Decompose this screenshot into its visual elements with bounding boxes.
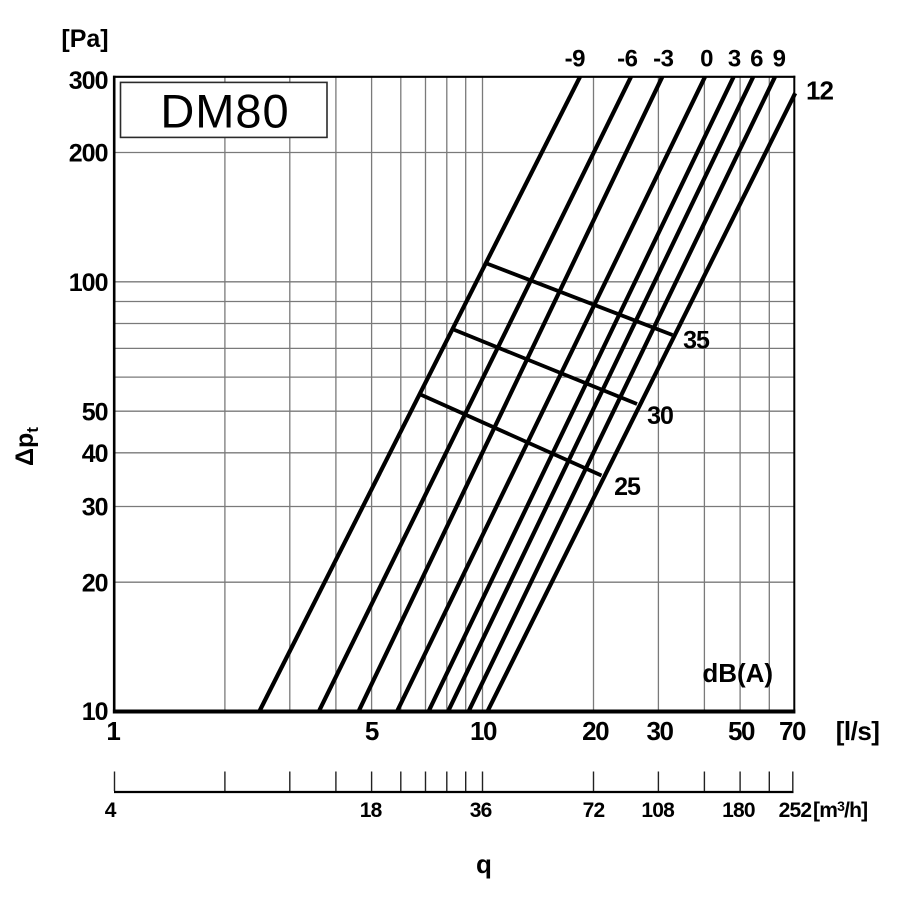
svg-text:12: 12 xyxy=(806,76,833,106)
svg-text:q: q xyxy=(476,849,492,879)
svg-text:0: 0 xyxy=(700,45,713,72)
svg-text:Δpt: Δpt xyxy=(11,427,42,466)
svg-text:9: 9 xyxy=(773,45,786,72)
svg-text:50: 50 xyxy=(82,398,108,426)
svg-text:252: 252 xyxy=(779,799,812,822)
svg-text:25: 25 xyxy=(614,473,641,501)
svg-text:20: 20 xyxy=(82,569,108,597)
svg-text:35: 35 xyxy=(683,327,710,355)
svg-text:180: 180 xyxy=(722,799,755,822)
svg-text:20: 20 xyxy=(582,716,609,746)
svg-text:1: 1 xyxy=(106,716,120,746)
svg-text:10: 10 xyxy=(82,698,108,726)
svg-text:18: 18 xyxy=(360,799,383,822)
svg-text:6: 6 xyxy=(750,45,763,72)
svg-text:-6: -6 xyxy=(617,45,637,72)
svg-text:72: 72 xyxy=(583,799,605,822)
svg-text:300: 300 xyxy=(69,67,108,95)
svg-text:70: 70 xyxy=(779,716,806,746)
svg-text:-3: -3 xyxy=(653,45,673,72)
svg-text:5: 5 xyxy=(365,716,379,746)
svg-text:10: 10 xyxy=(470,716,497,746)
svg-text:50: 50 xyxy=(728,716,755,746)
svg-text:100: 100 xyxy=(69,269,108,297)
svg-text:dB(A): dB(A) xyxy=(702,658,773,688)
svg-text:3: 3 xyxy=(728,45,741,72)
svg-text:30: 30 xyxy=(647,402,673,430)
svg-text:DM80: DM80 xyxy=(160,85,289,138)
svg-text:200: 200 xyxy=(69,140,108,168)
svg-text:36: 36 xyxy=(470,799,492,822)
svg-text:[l/s]: [l/s] xyxy=(836,716,880,746)
svg-text:[Pa]: [Pa] xyxy=(61,25,108,53)
svg-text:4: 4 xyxy=(105,799,117,822)
svg-text:-9: -9 xyxy=(565,45,585,72)
svg-text:108: 108 xyxy=(641,799,675,822)
svg-text:30: 30 xyxy=(647,716,674,746)
svg-text:30: 30 xyxy=(82,494,108,522)
svg-text:40: 40 xyxy=(82,440,108,468)
